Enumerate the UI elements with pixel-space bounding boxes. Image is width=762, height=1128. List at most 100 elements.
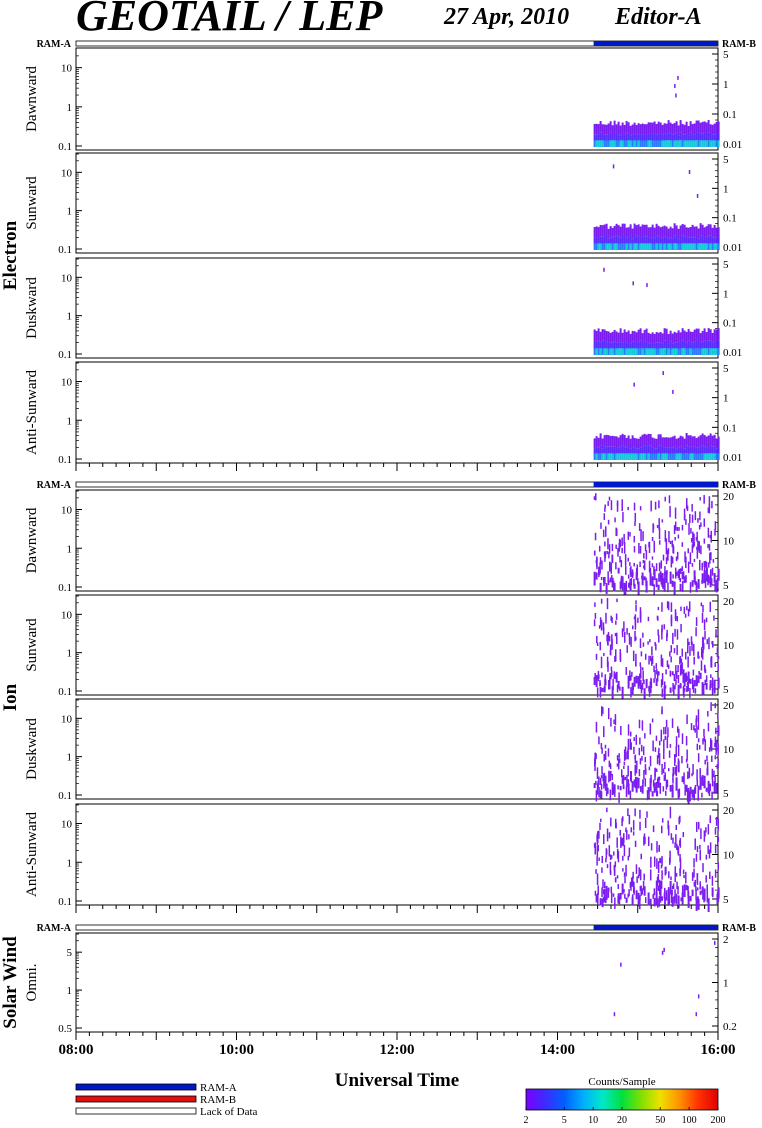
- data-cell: [687, 140, 690, 147]
- data-cell: [717, 453, 720, 460]
- data-cell: [613, 132, 616, 141]
- data-cell: [639, 243, 642, 250]
- data-cell: [637, 133, 640, 142]
- data-cell: [677, 125, 680, 136]
- data-cell: [635, 675, 638, 684]
- data-cell: [663, 243, 666, 250]
- data-cell: [693, 243, 696, 250]
- data-cell: [715, 727, 717, 735]
- data-cell: [673, 133, 676, 141]
- data-cell: [613, 851, 615, 856]
- data-cell: [676, 526, 679, 531]
- data-cell: [614, 897, 616, 909]
- data-cell: [691, 641, 693, 652]
- data-cell: [675, 121, 678, 133]
- data-cell: [693, 558, 696, 562]
- data-cell: [663, 739, 665, 752]
- data-cell: [701, 573, 704, 584]
- data-cell: [679, 446, 682, 454]
- data-cell: [650, 500, 652, 512]
- data-cell: [597, 453, 600, 460]
- data-cell: [699, 890, 702, 895]
- data-cell: [593, 243, 596, 250]
- group-label-solar-wind: Solar Wind: [0, 936, 21, 1029]
- data-cell: [673, 342, 676, 350]
- data-cell: [661, 333, 664, 344]
- data-cell: [677, 243, 680, 250]
- data-cell: [717, 818, 719, 831]
- data-cell: [710, 702, 712, 712]
- data-cell: [677, 135, 680, 142]
- data-cell: [649, 140, 652, 147]
- data-cell: [609, 348, 612, 355]
- data-cell: [695, 718, 697, 727]
- data-cell: [717, 348, 720, 355]
- data-cell: [633, 122, 636, 134]
- data-cell: [656, 524, 659, 528]
- data-cell: [627, 227, 630, 238]
- data-cell: [627, 574, 630, 579]
- data-cell: [625, 332, 628, 343]
- data-cell: [697, 994, 700, 999]
- data-cell: [621, 243, 624, 250]
- data-cell: [699, 672, 702, 679]
- data-cell: [691, 348, 694, 355]
- data-cell: [607, 661, 609, 672]
- data-cell: [702, 738, 704, 745]
- data-cell: [695, 348, 698, 355]
- data-cell: [647, 892, 650, 906]
- data-cell: [663, 133, 666, 142]
- data-cell: [605, 124, 608, 135]
- data-cell: [599, 617, 602, 628]
- data-cell: [629, 562, 631, 566]
- data-cell: [682, 669, 685, 675]
- data-cell: [635, 453, 638, 460]
- data-cell: [716, 764, 718, 769]
- data-cell: [649, 723, 652, 735]
- data-cell: [651, 133, 654, 141]
- data-cell: [615, 620, 617, 625]
- panel-data: [593, 493, 720, 596]
- data-cell: [605, 897, 607, 904]
- data-cell: [667, 132, 670, 141]
- data-cell: [623, 453, 626, 460]
- data-cell: [616, 763, 619, 767]
- data-cell: [653, 343, 656, 350]
- right-tick-label: 1: [723, 978, 729, 990]
- data-cell: [685, 556, 687, 569]
- data-cell: [633, 676, 636, 687]
- data-cell: [625, 342, 628, 350]
- data-cell: [639, 662, 642, 667]
- data-cell: [693, 789, 696, 801]
- data-cell: [671, 333, 674, 344]
- left-tick-label: 1: [67, 206, 73, 218]
- data-cell: [631, 897, 634, 906]
- data-cell: [697, 790, 699, 801]
- data-cell: [627, 446, 630, 454]
- data-cell: [641, 140, 644, 147]
- data-cell: [677, 453, 680, 460]
- data-cell: [687, 328, 690, 341]
- data-cell: [695, 627, 697, 637]
- data-cell: [611, 782, 614, 796]
- data-cell: [657, 776, 660, 788]
- data-cell: [625, 237, 628, 245]
- data-cell: [687, 561, 690, 573]
- data-cell: [655, 678, 658, 687]
- data-cell: [639, 737, 641, 745]
- data-cell: [712, 773, 715, 778]
- data-cell: [597, 227, 600, 238]
- data-cell: [694, 838, 696, 850]
- data-cell: [610, 500, 613, 511]
- data-cell: [655, 332, 658, 343]
- data-cell: [669, 348, 672, 355]
- data-cell: [685, 575, 687, 583]
- data-cell: [689, 227, 692, 238]
- data-cell: [607, 787, 609, 794]
- data-cell: [655, 134, 658, 142]
- data-cell: [699, 140, 702, 147]
- data-cell: [654, 768, 656, 781]
- data-cell: [672, 574, 674, 579]
- data-cell: [677, 341, 680, 349]
- data-cell: [667, 601, 670, 611]
